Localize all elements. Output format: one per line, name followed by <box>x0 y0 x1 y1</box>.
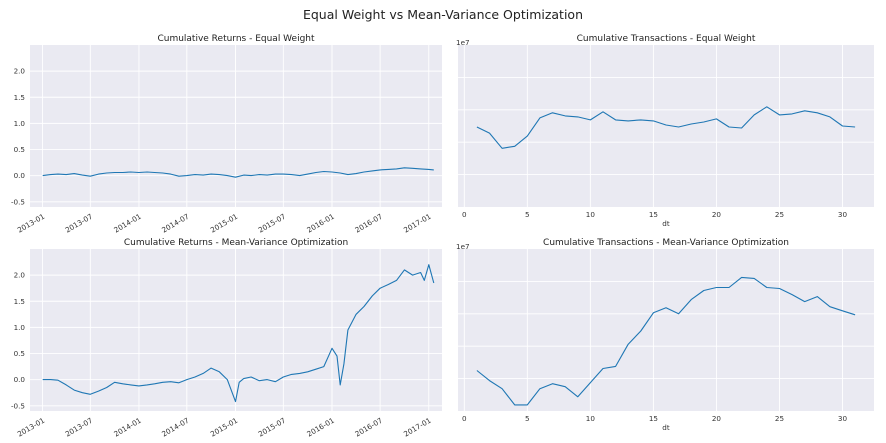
y-tick-label: -0.5 <box>11 197 25 206</box>
x-tick-label: 5 <box>525 414 530 423</box>
x-tick-label: 15 <box>649 210 658 219</box>
x-tick-label: 5 <box>525 210 530 219</box>
x-axis-label: dt <box>662 219 670 228</box>
plot-area <box>30 45 442 207</box>
plot-area <box>458 45 874 207</box>
x-tick-label: 10 <box>586 414 596 423</box>
y-tick-label: 2.0 <box>14 271 26 280</box>
x-tick-label: 2014-07 <box>160 416 191 439</box>
x-tick-label: 2014-07 <box>160 212 191 235</box>
y-tick-label: 1.0 <box>14 119 26 128</box>
x-tick-label: 2014-01 <box>112 212 143 235</box>
plot-area <box>458 249 874 411</box>
x-tick-label: 2015-01 <box>209 416 240 439</box>
x-axis-label: dt <box>662 423 670 432</box>
y-tick-label: 0.5 <box>14 145 25 154</box>
x-tick-label: 2017-01 <box>402 416 433 439</box>
x-tick-label: 2016-07 <box>353 212 384 235</box>
y-tick-label: 0.0 <box>14 375 26 384</box>
chart-ew-returns: Cumulative Returns - Equal Weight 2013-0… <box>11 34 442 235</box>
x-tick-label: 2017-01 <box>402 212 433 235</box>
x-tick-label: 10 <box>586 210 596 219</box>
chart-mv-returns: Cumulative Returns - Mean-Variance Optim… <box>11 238 442 439</box>
x-tick-label: 2015-01 <box>209 212 240 235</box>
y-tick-label: 1.5 <box>14 93 25 102</box>
x-tick-label: 25 <box>775 210 784 219</box>
x-tick-label: 2015-07 <box>257 416 288 439</box>
chart-title: Cumulative Transactions - Equal Weight <box>577 34 756 44</box>
x-tick-label: 2016-07 <box>353 416 384 439</box>
x-tick-label: 2015-07 <box>257 212 288 235</box>
x-tick-label: 20 <box>712 414 722 423</box>
y-tick-label: 0.0 <box>14 171 26 180</box>
x-tick-label: 30 <box>838 210 848 219</box>
y-tick-label: 0.5 <box>14 349 25 358</box>
y-tick-label: 1.5 <box>14 297 25 306</box>
offset-text: 1e7 <box>456 38 470 47</box>
x-tick-label: 0 <box>462 414 467 423</box>
chart-title: Cumulative Returns - Equal Weight <box>157 34 315 44</box>
chart-title: Cumulative Transactions - Mean-Variance … <box>543 238 789 248</box>
x-tick-label: 2013-01 <box>16 416 47 439</box>
x-tick-label: 2016-01 <box>305 212 336 235</box>
x-tick-label: 2013-01 <box>16 212 47 235</box>
x-tick-label: 0 <box>462 210 467 219</box>
x-tick-label: 15 <box>649 414 658 423</box>
x-tick-label: 2013-07 <box>64 416 95 439</box>
figure-title: Equal Weight vs Mean-Variance Optimizati… <box>303 7 583 22</box>
y-tick-label: -0.5 <box>11 401 25 410</box>
plot-area <box>30 249 442 411</box>
offset-text: 1e7 <box>456 242 470 251</box>
x-tick-label: 30 <box>838 414 848 423</box>
x-tick-label: 20 <box>712 210 722 219</box>
x-tick-label: 25 <box>775 414 784 423</box>
y-tick-label: 1.0 <box>14 323 26 332</box>
series-line <box>476 106 856 149</box>
chart-mv-transactions: Cumulative Transactions - Mean-Variance … <box>456 238 874 432</box>
series-line <box>42 264 435 403</box>
x-tick-label: 2014-01 <box>112 416 143 439</box>
x-tick-label: 2016-01 <box>305 416 336 439</box>
y-tick-label: 2.0 <box>14 67 26 76</box>
series-line <box>42 167 434 178</box>
series-line <box>476 276 856 406</box>
chart-ew-transactions: Cumulative Transactions - Equal Weight 1… <box>456 34 874 228</box>
chart-title: Cumulative Returns - Mean-Variance Optim… <box>124 238 348 248</box>
x-tick-label: 2013-07 <box>64 212 95 235</box>
